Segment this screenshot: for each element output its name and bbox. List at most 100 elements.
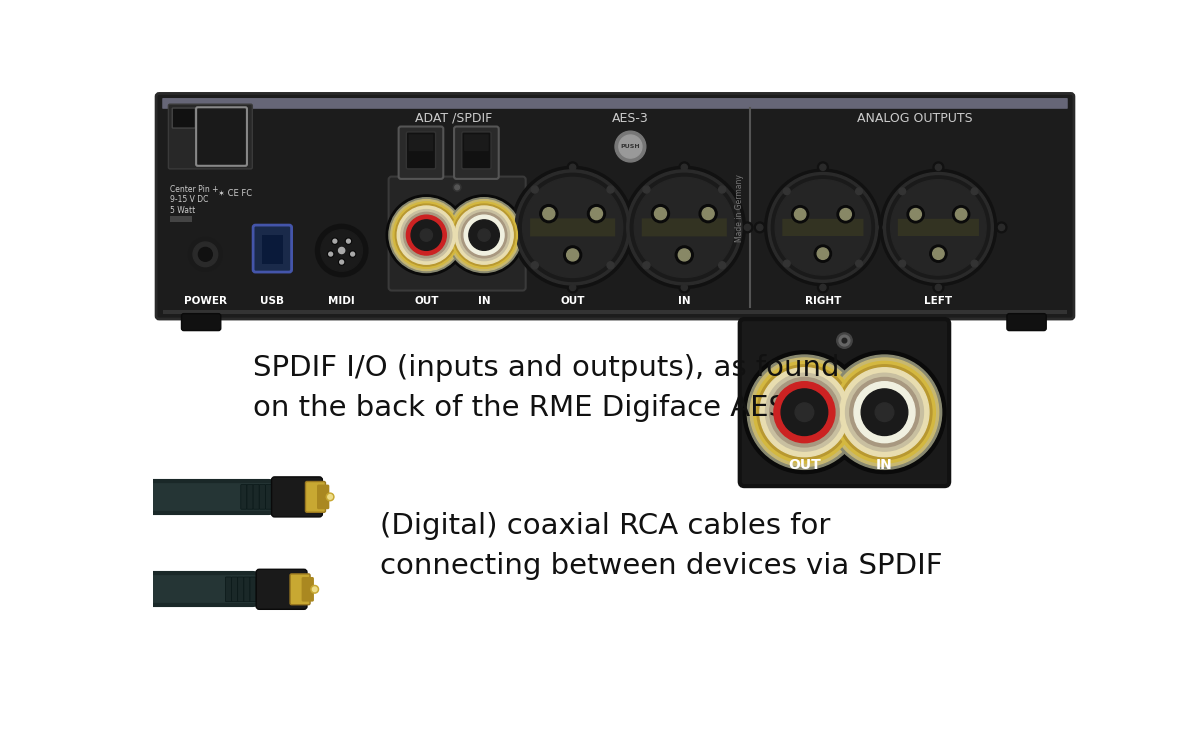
- Circle shape: [899, 188, 906, 195]
- Text: POWER: POWER: [184, 295, 227, 306]
- Circle shape: [769, 377, 839, 447]
- Circle shape: [542, 208, 554, 220]
- Circle shape: [407, 215, 446, 255]
- Text: OUT: OUT: [414, 295, 439, 306]
- FancyBboxPatch shape: [250, 577, 256, 602]
- Circle shape: [312, 587, 317, 591]
- Circle shape: [349, 251, 355, 257]
- Circle shape: [540, 205, 558, 223]
- Circle shape: [700, 205, 718, 223]
- Circle shape: [772, 176, 875, 279]
- FancyBboxPatch shape: [156, 93, 1074, 319]
- Text: IN: IN: [478, 295, 491, 306]
- Circle shape: [570, 284, 576, 291]
- FancyBboxPatch shape: [265, 485, 271, 509]
- Circle shape: [478, 229, 490, 241]
- Circle shape: [971, 188, 978, 195]
- Circle shape: [386, 195, 467, 275]
- Circle shape: [827, 355, 942, 469]
- FancyBboxPatch shape: [271, 485, 277, 509]
- Text: IN: IN: [678, 295, 691, 306]
- Text: OUT: OUT: [788, 457, 821, 471]
- Circle shape: [823, 351, 946, 474]
- Circle shape: [389, 198, 463, 272]
- Circle shape: [635, 178, 734, 278]
- Circle shape: [338, 247, 344, 254]
- Circle shape: [515, 170, 630, 285]
- FancyBboxPatch shape: [290, 574, 310, 605]
- Circle shape: [454, 204, 515, 266]
- Circle shape: [566, 249, 578, 261]
- Circle shape: [311, 585, 318, 593]
- Circle shape: [930, 245, 947, 262]
- Circle shape: [856, 260, 863, 267]
- Circle shape: [332, 239, 337, 243]
- Circle shape: [568, 282, 578, 293]
- Circle shape: [643, 262, 650, 269]
- Circle shape: [350, 252, 354, 256]
- Circle shape: [955, 209, 967, 220]
- Circle shape: [654, 208, 666, 220]
- Circle shape: [899, 260, 906, 267]
- Circle shape: [532, 262, 539, 269]
- FancyBboxPatch shape: [253, 225, 292, 272]
- FancyBboxPatch shape: [173, 108, 196, 128]
- Circle shape: [523, 178, 623, 278]
- Circle shape: [748, 355, 862, 469]
- FancyBboxPatch shape: [409, 134, 433, 151]
- Circle shape: [872, 224, 878, 230]
- Text: SPDIF I/O (inputs and outputs), as found: SPDIF I/O (inputs and outputs), as found: [253, 354, 840, 382]
- Circle shape: [815, 245, 832, 262]
- FancyBboxPatch shape: [244, 577, 250, 602]
- Circle shape: [850, 377, 919, 447]
- Circle shape: [626, 170, 742, 285]
- Circle shape: [743, 351, 866, 474]
- Circle shape: [932, 248, 944, 260]
- Circle shape: [817, 162, 828, 172]
- FancyBboxPatch shape: [162, 98, 1068, 109]
- Circle shape: [198, 247, 212, 261]
- Text: ANALOG OUTPUTS: ANALOG OUTPUTS: [858, 112, 973, 124]
- Circle shape: [451, 202, 517, 269]
- FancyBboxPatch shape: [389, 177, 526, 291]
- Circle shape: [532, 186, 539, 193]
- Circle shape: [326, 493, 334, 501]
- Circle shape: [511, 166, 634, 289]
- Circle shape: [757, 365, 852, 460]
- Circle shape: [412, 220, 442, 250]
- Circle shape: [935, 164, 942, 170]
- Circle shape: [504, 222, 515, 233]
- FancyBboxPatch shape: [407, 132, 436, 169]
- Circle shape: [838, 206, 854, 223]
- Text: Center Pin +
9-15 V DC
5 Watt: Center Pin + 9-15 V DC 5 Watt: [170, 185, 218, 215]
- Circle shape: [830, 358, 938, 466]
- Text: on the back of the RME Digiface AES: on the back of the RME Digiface AES: [253, 394, 787, 423]
- FancyBboxPatch shape: [238, 577, 244, 602]
- Circle shape: [347, 239, 350, 243]
- Circle shape: [744, 224, 750, 230]
- Bar: [262, 235, 283, 264]
- Circle shape: [679, 162, 690, 172]
- Text: USB: USB: [260, 295, 284, 306]
- Circle shape: [630, 222, 641, 233]
- Circle shape: [618, 224, 624, 230]
- Circle shape: [840, 368, 929, 457]
- Circle shape: [570, 164, 576, 170]
- FancyBboxPatch shape: [530, 218, 616, 236]
- Circle shape: [340, 260, 343, 264]
- Circle shape: [842, 338, 847, 343]
- FancyBboxPatch shape: [317, 485, 329, 509]
- Circle shape: [449, 200, 520, 271]
- Circle shape: [455, 185, 460, 189]
- Text: OUT: OUT: [560, 295, 584, 306]
- Circle shape: [817, 248, 829, 260]
- Circle shape: [682, 284, 688, 291]
- FancyBboxPatch shape: [464, 134, 488, 151]
- Circle shape: [331, 238, 338, 244]
- Circle shape: [846, 373, 924, 451]
- Circle shape: [464, 215, 504, 255]
- Circle shape: [766, 373, 844, 451]
- Circle shape: [607, 186, 614, 193]
- Circle shape: [329, 252, 332, 256]
- Circle shape: [682, 164, 688, 170]
